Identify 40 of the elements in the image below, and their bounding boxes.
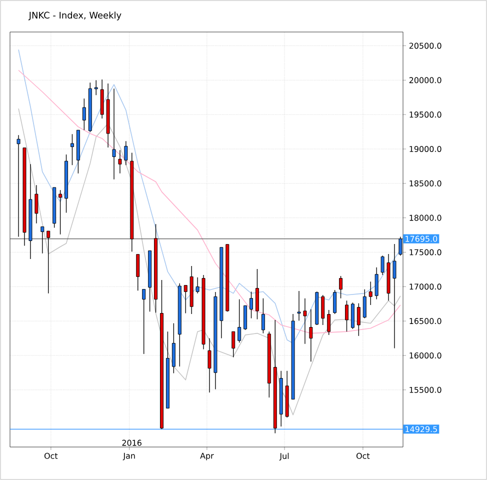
candlestick bbox=[40, 226, 44, 254]
candlestick bbox=[244, 305, 248, 330]
candlestick bbox=[392, 244, 396, 349]
candlestick bbox=[261, 298, 265, 334]
candlestick bbox=[250, 291, 254, 319]
candlestick bbox=[124, 140, 128, 166]
candlestick bbox=[297, 290, 301, 321]
candlestick bbox=[82, 98, 86, 130]
candlestick bbox=[142, 288, 146, 354]
candlestick bbox=[333, 290, 337, 314]
candlestick bbox=[380, 255, 384, 276]
line-series bbox=[18, 108, 401, 416]
candlestick bbox=[362, 288, 366, 319]
candlestick bbox=[345, 300, 348, 332]
candlestick bbox=[172, 322, 176, 374]
candlestick bbox=[374, 267, 378, 300]
candlestick bbox=[255, 268, 259, 320]
candlestick bbox=[303, 298, 307, 344]
candlestick bbox=[118, 150, 122, 174]
candlestick bbox=[184, 284, 188, 314]
candlestick bbox=[46, 230, 50, 294]
candlestick bbox=[34, 184, 38, 224]
candlestick bbox=[208, 338, 212, 393]
candlestick bbox=[327, 310, 331, 336]
chart-title: JNKC - Index, Weekly bbox=[28, 12, 122, 20]
candlestick bbox=[196, 277, 200, 294]
candlestick bbox=[356, 302, 360, 336]
candlestick bbox=[94, 80, 98, 96]
candlestick bbox=[321, 294, 325, 326]
candlestick bbox=[232, 331, 236, 358]
candlestick bbox=[238, 298, 242, 343]
candlestick bbox=[70, 134, 74, 166]
candlestick bbox=[368, 281, 372, 306]
candlestick bbox=[309, 308, 313, 362]
candlestick bbox=[350, 302, 354, 330]
candlestick bbox=[339, 276, 343, 299]
candlestick bbox=[16, 134, 20, 238]
candlestick bbox=[136, 254, 140, 291]
candlestick bbox=[58, 190, 62, 235]
candlestick bbox=[112, 88, 116, 180]
